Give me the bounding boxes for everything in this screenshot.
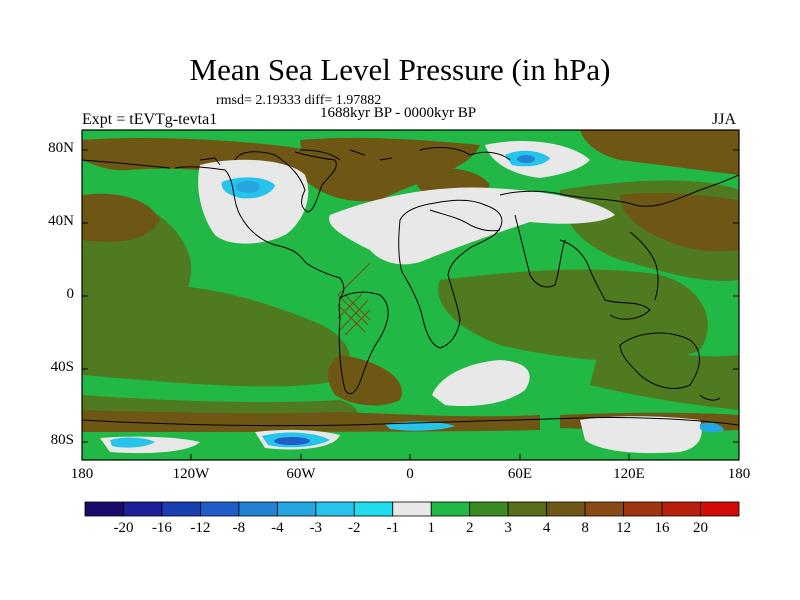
blue-region bbox=[274, 437, 310, 445]
colorbar-swatch bbox=[353, 501, 394, 517]
colorbar-swatch bbox=[123, 501, 163, 517]
colorbar-swatch bbox=[623, 501, 663, 517]
map-title: Mean Sea Level Pressure (in hPa) bbox=[189, 52, 611, 87]
lon-label: 0 bbox=[406, 466, 414, 482]
colorbar-swatch bbox=[507, 501, 548, 517]
lon-label: 120W bbox=[172, 466, 210, 482]
lon-label: 60W bbox=[286, 466, 316, 482]
light-blue-region bbox=[110, 437, 155, 448]
white-region bbox=[580, 416, 702, 454]
colorbar-label: -1 bbox=[386, 520, 400, 536]
colorbar-label: -3 bbox=[309, 520, 323, 536]
lat-label: 0 bbox=[66, 286, 75, 302]
brown-region bbox=[580, 130, 739, 175]
colorbar-label: -8 bbox=[232, 520, 246, 536]
colorbar-label: -20 bbox=[113, 520, 134, 536]
colorbar-swatch bbox=[200, 501, 240, 517]
colorbar-swatch bbox=[469, 501, 509, 517]
colorbar-label: 1 bbox=[427, 520, 435, 536]
colorbar-label: -2 bbox=[348, 520, 361, 536]
colorbar-swatch bbox=[430, 501, 471, 517]
olive-region bbox=[82, 280, 350, 387]
colorbar-label: 3 bbox=[504, 520, 512, 536]
brown-region bbox=[328, 355, 402, 406]
white-region bbox=[432, 360, 530, 407]
lat-label: 40S bbox=[50, 359, 74, 375]
colorbar-label: -12 bbox=[190, 520, 211, 536]
colorbar-label: 2 bbox=[465, 520, 474, 536]
colorbar-swatch bbox=[84, 501, 124, 517]
season-label: JJA bbox=[712, 111, 737, 128]
colorbar-label: 12 bbox=[616, 520, 632, 536]
olive-region bbox=[438, 269, 708, 362]
colorbar-label: -16 bbox=[151, 520, 172, 536]
colorbar-swatch bbox=[584, 501, 624, 517]
colorbar-label: 20 bbox=[693, 520, 709, 536]
lon-label: 60E bbox=[507, 466, 533, 482]
colorbar-swatch bbox=[392, 501, 432, 517]
colorbar-label: -4 bbox=[271, 520, 284, 536]
colorbar-swatch bbox=[276, 501, 317, 517]
lat-label: 80N bbox=[48, 140, 74, 156]
blue-region bbox=[700, 422, 724, 433]
coastlines bbox=[82, 147, 739, 427]
brown-region bbox=[620, 192, 739, 252]
colorbar-swatch bbox=[546, 501, 586, 517]
lon-label: 180 bbox=[727, 466, 751, 482]
colorbar-label: 16 bbox=[654, 520, 670, 536]
colorbar-swatch bbox=[161, 501, 201, 517]
colorbar-label: 4 bbox=[542, 520, 551, 536]
lon-label: 180 bbox=[70, 466, 94, 482]
colorbar-swatch bbox=[700, 501, 740, 517]
colorbar bbox=[84, 501, 740, 517]
lat-label: 80S bbox=[50, 432, 74, 448]
brown-region bbox=[300, 137, 480, 202]
lat-label: 40N bbox=[48, 213, 74, 229]
blue-region bbox=[236, 181, 260, 193]
stats-label: rmsd= 2.19333 diff= 1.97882 bbox=[216, 93, 382, 108]
colorbar-swatch bbox=[661, 501, 701, 517]
brown-region bbox=[82, 193, 160, 242]
blue-region bbox=[517, 155, 535, 163]
colorbar-swatch bbox=[238, 501, 278, 517]
axis-ticks bbox=[81, 149, 740, 460]
lon-label: 120E bbox=[613, 466, 645, 482]
period-label: 1688kyr BP - 0000kyr BP bbox=[320, 105, 477, 121]
experiment-label: Expt = tEVTg-tevta1 bbox=[82, 111, 218, 128]
colorbar-swatch bbox=[315, 501, 355, 517]
map-field bbox=[82, 130, 739, 460]
colorbar-label: 8 bbox=[581, 520, 589, 536]
hatch-region bbox=[337, 262, 371, 336]
